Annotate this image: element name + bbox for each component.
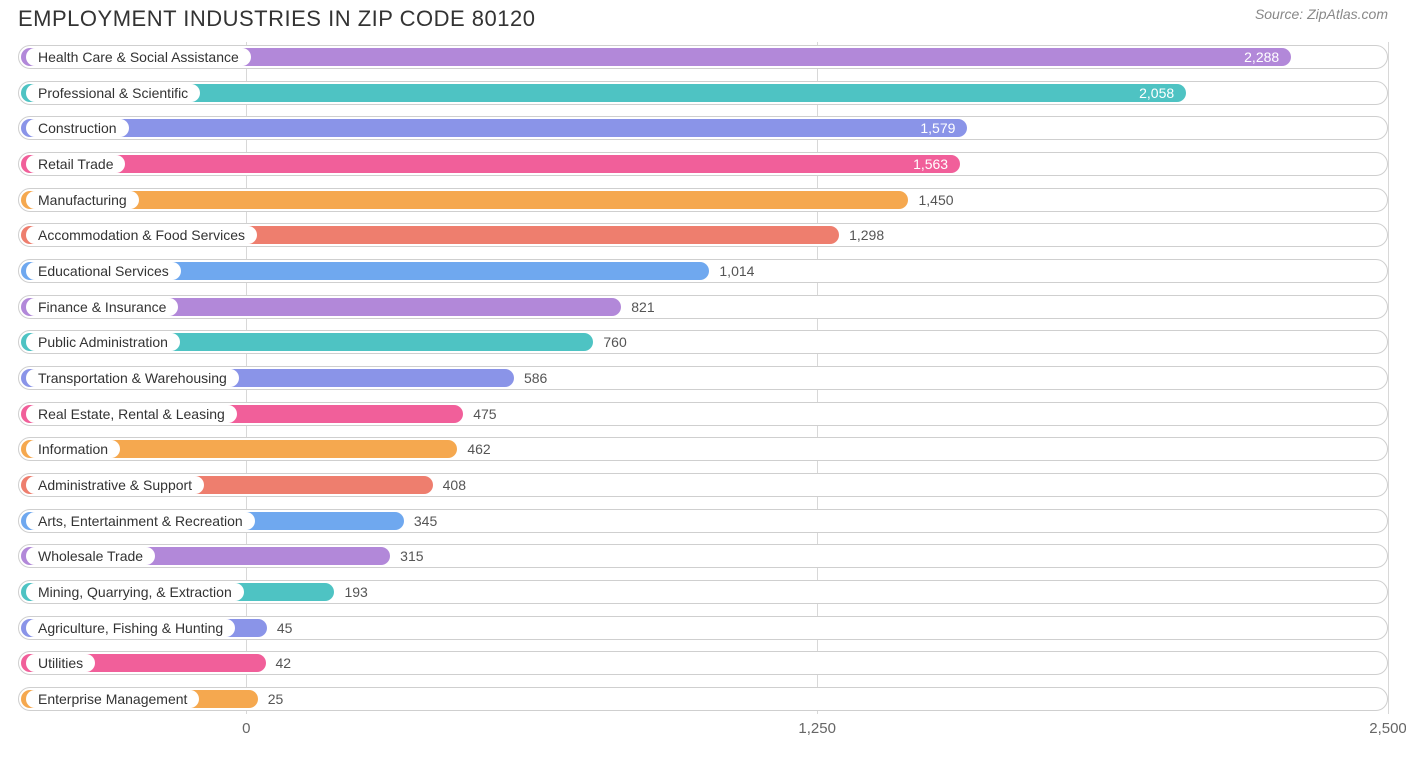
bar-value-label: 760 bbox=[603, 327, 626, 357]
bar-row: Retail Trade 1,563 bbox=[18, 149, 1388, 179]
bar-row: Construction 1,579 bbox=[18, 113, 1388, 143]
bar-value-label: 1,014 bbox=[719, 256, 754, 286]
bar-value-label: 345 bbox=[414, 506, 437, 536]
bar-fill bbox=[21, 191, 908, 209]
bar-fill bbox=[21, 155, 960, 173]
bar-category-label: Finance & Insurance bbox=[26, 298, 178, 316]
bar-category-label: Accommodation & Food Services bbox=[26, 226, 257, 244]
bar-value-label: 2,058 bbox=[1139, 78, 1174, 108]
bar-value-label: 1,298 bbox=[849, 220, 884, 250]
bar-category-label: Construction bbox=[26, 119, 129, 137]
bar-category-label: Retail Trade bbox=[26, 155, 125, 173]
bar-fill bbox=[21, 119, 967, 137]
bar-row: Health Care & Social Assistance 2,288 bbox=[18, 42, 1388, 72]
bar-row: Agriculture, Fishing & Hunting 45 bbox=[18, 613, 1388, 643]
bar-category-label: Professional & Scientific bbox=[26, 84, 200, 102]
bar-row: Public Administration 760 bbox=[18, 327, 1388, 357]
bar-category-label: Wholesale Trade bbox=[26, 547, 155, 565]
bar-row: Enterprise Management 25 bbox=[18, 684, 1388, 714]
bar-value-label: 193 bbox=[344, 577, 367, 607]
x-axis: 01,2502,500 bbox=[18, 718, 1388, 742]
bar-category-label: Real Estate, Rental & Leasing bbox=[26, 405, 237, 423]
chart-title: EMPLOYMENT INDUSTRIES IN ZIP CODE 80120 bbox=[18, 6, 536, 32]
bar-row: Wholesale Trade 315 bbox=[18, 541, 1388, 571]
bar-row: Information 462 bbox=[18, 434, 1388, 464]
bar-value-label: 1,450 bbox=[918, 185, 953, 215]
x-tick-label: 2,500 bbox=[1369, 720, 1406, 737]
bar-category-label: Agriculture, Fishing & Hunting bbox=[26, 619, 235, 637]
bar-category-label: Health Care & Social Assistance bbox=[26, 48, 251, 66]
bar-value-label: 42 bbox=[276, 648, 292, 678]
bar-value-label: 45 bbox=[277, 613, 293, 643]
bar-row: Accommodation & Food Services 1,298 bbox=[18, 220, 1388, 250]
chart-plot: Health Care & Social Assistance 2,288 Prof… bbox=[18, 42, 1388, 742]
bar-row: Arts, Entertainment & Recreation 345 bbox=[18, 506, 1388, 536]
chart-header: EMPLOYMENT INDUSTRIES IN ZIP CODE 80120 … bbox=[0, 0, 1406, 36]
bar-category-label: Manufacturing bbox=[26, 191, 139, 209]
gridline bbox=[1388, 42, 1389, 714]
bar-category-label: Public Administration bbox=[26, 333, 180, 351]
bar-category-label: Administrative & Support bbox=[26, 476, 204, 494]
bar-value-label: 475 bbox=[473, 399, 496, 429]
bar-row: Transportation & Warehousing 586 bbox=[18, 363, 1388, 393]
bar-value-label: 2,288 bbox=[1244, 42, 1279, 72]
bar-value-label: 821 bbox=[631, 292, 654, 322]
bar-row: Utilities 42 bbox=[18, 648, 1388, 678]
bars-container: Health Care & Social Assistance 2,288 Prof… bbox=[18, 42, 1388, 714]
bar-category-label: Mining, Quarrying, & Extraction bbox=[26, 583, 244, 601]
bar-row: Mining, Quarrying, & Extraction 193 bbox=[18, 577, 1388, 607]
bar-value-label: 1,579 bbox=[920, 113, 955, 143]
bar-category-label: Utilities bbox=[26, 654, 95, 672]
bar-value-label: 25 bbox=[268, 684, 284, 714]
bar-value-label: 408 bbox=[443, 470, 466, 500]
bar-row: Real Estate, Rental & Leasing 475 bbox=[18, 399, 1388, 429]
bar-value-label: 462 bbox=[467, 434, 490, 464]
bar-category-label: Transportation & Warehousing bbox=[26, 369, 239, 387]
bar-category-label: Information bbox=[26, 440, 120, 458]
x-tick-label: 1,250 bbox=[798, 720, 836, 737]
bar-value-label: 315 bbox=[400, 541, 423, 571]
bar-row: Administrative & Support 408 bbox=[18, 470, 1388, 500]
chart-area: Health Care & Social Assistance 2,288 Prof… bbox=[18, 42, 1388, 742]
bar-category-label: Educational Services bbox=[26, 262, 181, 280]
x-tick-label: 0 bbox=[242, 720, 250, 737]
bar-value-label: 1,563 bbox=[913, 149, 948, 179]
bar-category-label: Enterprise Management bbox=[26, 690, 199, 708]
bar-row: Educational Services 1,014 bbox=[18, 256, 1388, 286]
bar-row: Professional & Scientific 2,058 bbox=[18, 78, 1388, 108]
bar-row: Manufacturing 1,450 bbox=[18, 185, 1388, 215]
bar-value-label: 586 bbox=[524, 363, 547, 393]
chart-source: Source: ZipAtlas.com bbox=[1255, 6, 1388, 22]
bar-row: Finance & Insurance 821 bbox=[18, 292, 1388, 322]
bar-category-label: Arts, Entertainment & Recreation bbox=[26, 512, 255, 530]
